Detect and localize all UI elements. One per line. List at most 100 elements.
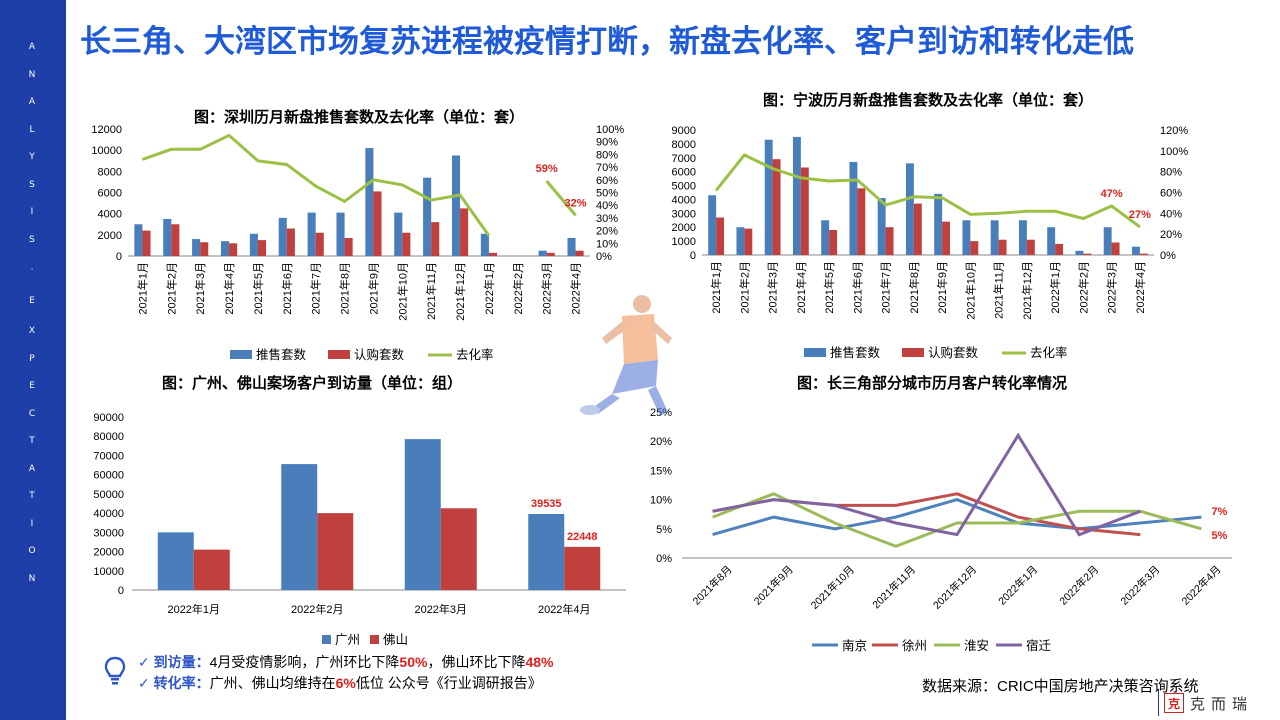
y-left-tick-label: 1000 <box>672 236 696 248</box>
y-left-tick-label: 3000 <box>672 208 696 220</box>
bar-sold <box>800 167 809 255</box>
y-left-tick-label: 8000 <box>98 166 122 178</box>
x-tick-label: 2021年7月 <box>309 262 323 315</box>
y-tick-label: 5% <box>656 524 672 536</box>
bar-guangzhou <box>404 439 441 590</box>
y-tick-label: 40000 <box>93 508 124 520</box>
bar-sold <box>373 191 382 256</box>
y-right-tick-label: 30% <box>596 213 618 225</box>
chart-title: 图：广州、佛山案场客户到访量（单位：组） <box>162 374 462 392</box>
bar-supply <box>1075 250 1084 255</box>
sidebar-letter: I <box>30 207 34 217</box>
y-left-tick-label: 2000 <box>98 230 122 242</box>
note-visits-text-2: ，佛山环比下降 <box>427 654 526 670</box>
y-tick-label: 10% <box>650 495 672 507</box>
sidebar-letter: Y <box>29 152 35 162</box>
bar-sold <box>998 239 1007 255</box>
bar-foshan <box>317 513 354 590</box>
sidebar-letter: · <box>30 265 34 275</box>
bar-sold <box>315 232 324 256</box>
x-tick-label: 2021年5月 <box>822 261 836 314</box>
lightbulb-icon <box>104 656 126 685</box>
data-label: 59% <box>536 163 558 175</box>
x-tick-label: 2021年10月 <box>808 563 857 612</box>
bar-guangzhou <box>157 532 194 590</box>
x-tick-label: 2022年4月 <box>1179 563 1224 608</box>
x-tick-label: 2021年3月 <box>766 261 780 314</box>
y-left-tick-label: 4000 <box>672 194 696 206</box>
page-title: 长三角、大湾区市场复苏进程被疫情打断，新盘去化率、客户到访和转化走低 <box>80 24 1134 59</box>
chart-ningbo: 图：宁波历月新盘推售套数及去化率（单位：套） 0 1000 2000 3000 4000 5… <box>650 84 1210 368</box>
note-conversion-value: 6% <box>335 675 356 691</box>
x-tick-label: 2021年1月 <box>135 262 149 315</box>
y-tick-label: 20% <box>650 436 672 448</box>
x-tick-label: 2022年3月 <box>1118 563 1163 608</box>
y-right-tick-label: 0% <box>596 251 612 263</box>
y-left-tick-label: 6000 <box>672 167 696 179</box>
bar-supply <box>821 220 830 255</box>
y-right-tick-label: 70% <box>596 162 618 174</box>
sidebar-letter: O <box>28 546 36 556</box>
note-conversion-text-2: 低位 公众号《行业调研报告》 <box>355 675 542 691</box>
note-visits-fs-drop: 48% <box>525 654 554 670</box>
bar-supply <box>538 250 547 256</box>
bar-supply <box>423 177 432 256</box>
note-conversion-text-1: 广州、佛山均维持在 <box>209 675 336 691</box>
bar-sold <box>229 243 238 256</box>
y-tick-label: 0 <box>118 585 124 597</box>
bar-sold <box>829 230 838 255</box>
bar-sold <box>142 230 151 256</box>
runner-illustration <box>580 295 672 416</box>
bar-foshan <box>440 508 477 590</box>
bar-supply <box>764 139 773 255</box>
data-label: 27% <box>1129 209 1151 221</box>
bar-supply <box>877 198 886 255</box>
chart-title: 图：深圳历月新盘推售套数及去化率（单位：套） <box>194 108 524 126</box>
bar-sold <box>1026 239 1035 255</box>
y-right-tick-label: 10% <box>596 238 618 250</box>
check-icon: ✓ <box>138 675 150 691</box>
x-tick-label: 2021年11月 <box>424 262 438 320</box>
x-tick-label: 2021年8月 <box>690 563 735 608</box>
bar-supply <box>394 212 403 256</box>
y-right-tick-label: 50% <box>596 188 618 200</box>
x-tick-label: 2021年1月 <box>709 261 723 314</box>
logo-divider <box>1158 690 1159 716</box>
y-tick-label: 50000 <box>93 489 124 501</box>
y-right-tick-label: 0% <box>1160 250 1176 262</box>
legend-label-nanjing: 南京 <box>842 638 867 653</box>
legend-swatch-supply <box>804 348 826 357</box>
bar-sold <box>942 221 951 255</box>
legend-swatch-sold <box>902 348 924 357</box>
bar-sold <box>431 222 440 256</box>
legend-label-sold: 认购套数 <box>354 347 405 362</box>
bar-supply <box>962 220 971 255</box>
bar-supply <box>365 148 374 256</box>
sidebar-letter: S <box>29 234 35 245</box>
x-tick-label: 2021年10月 <box>395 262 409 321</box>
bar-sold <box>1083 253 1092 255</box>
x-tick-label: 2021年7月 <box>879 261 893 314</box>
x-tick-label: 2021年4月 <box>794 261 808 314</box>
sidebar-letter: E <box>29 381 35 391</box>
y-right-tick-label: 90% <box>596 137 618 149</box>
x-tick-label: 2022年2月 <box>291 602 344 616</box>
x-tick-label: 2021年12月 <box>930 563 979 612</box>
x-tick-label: 2022年4月 <box>1133 261 1147 314</box>
x-tick-label: 2021年8月 <box>907 261 921 314</box>
bar-supply <box>163 218 172 256</box>
bar-supply <box>708 195 717 255</box>
x-tick-label: 2022年2月 <box>511 262 525 315</box>
bar-sold <box>772 159 781 255</box>
bar-sold <box>171 224 180 256</box>
bar-supply <box>451 155 461 256</box>
bar-supply <box>134 224 143 256</box>
y-tick-label: 60000 <box>93 470 124 482</box>
y-tick-label: 90000 <box>93 412 124 424</box>
x-tick-label: 2021年2月 <box>164 262 178 315</box>
y-tick-label: 20000 <box>93 547 124 559</box>
x-tick-label: 2021年9月 <box>751 563 796 608</box>
x-tick-label: 2022年3月 <box>1105 261 1119 314</box>
sidebar-letter: N <box>28 69 36 80</box>
x-tick-label: 2022年1月 <box>167 602 220 616</box>
